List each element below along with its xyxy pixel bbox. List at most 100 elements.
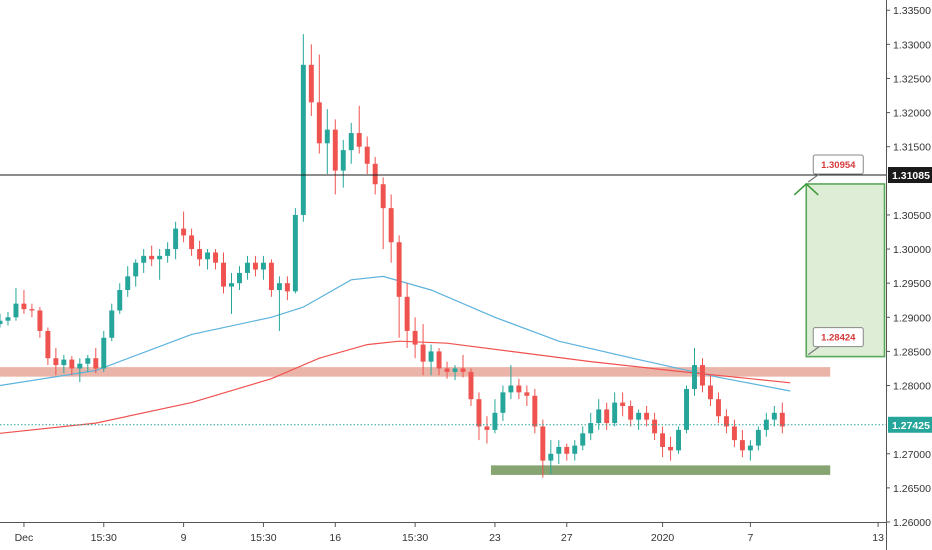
candle (237, 266, 242, 290)
candle (660, 426, 666, 458)
candle (747, 440, 753, 461)
candle (700, 358, 705, 393)
price-axis[interactable]: 1.33500 1.33000 1.32500 1.32000 1.31500 1.310… (886, 5, 932, 529)
candle-body (556, 446, 562, 454)
y-tick-label: 1.32000 (893, 108, 931, 120)
x-tick-label: 2020 (651, 532, 675, 544)
candle-body (181, 228, 187, 236)
candle-body (276, 283, 282, 290)
candle-body (252, 262, 258, 270)
candle-body (117, 290, 123, 311)
target-arrow (793, 182, 819, 196)
support-zone (490, 465, 831, 475)
candle (221, 252, 226, 294)
candle (564, 443, 570, 461)
candle (540, 419, 546, 478)
candle-body (492, 412, 498, 430)
y-tick-label: 1.26500 (893, 483, 931, 495)
candle-body (460, 368, 466, 372)
candle (133, 259, 139, 287)
reference-lines (0, 174, 886, 426)
candle-body (676, 429, 682, 451)
candle-body (612, 402, 618, 424)
candle-body (540, 426, 546, 461)
candle (165, 242, 171, 263)
candle-body (660, 433, 666, 447)
zones-layer (0, 367, 831, 475)
candle-body (268, 262, 274, 290)
y-tick-label: 1.29500 (893, 278, 931, 290)
candle (484, 416, 490, 444)
candle (644, 406, 650, 427)
candle (668, 436, 674, 461)
candle-body (532, 395, 538, 427)
candle-body (260, 262, 266, 270)
candle-body (85, 358, 91, 364)
ma-slow-line (0, 340, 791, 434)
candle-body (700, 365, 705, 386)
candle-body (221, 262, 226, 287)
candle (197, 240, 203, 267)
candle (452, 365, 458, 381)
candle-body (37, 310, 43, 331)
candle (572, 440, 578, 461)
candle-body (237, 272, 242, 284)
candle (492, 399, 498, 434)
candle-body (420, 344, 426, 362)
candle-body (588, 423, 594, 434)
candle (731, 419, 737, 447)
y-tick-label: 1.28500 (893, 346, 931, 358)
y-tick-label: 1.33000 (893, 39, 931, 51)
candle (53, 348, 59, 376)
candle-body (316, 102, 322, 144)
candle-body (197, 249, 203, 260)
candle-body (428, 351, 434, 362)
y-tick-label: 1.30000 (893, 244, 931, 256)
candle (29, 303, 35, 318)
candle-body (476, 399, 482, 427)
candle-body (747, 445, 753, 451)
candle (0, 313, 3, 328)
annotation-pointer (807, 173, 820, 183)
candle-body (300, 64, 306, 215)
candle-body (412, 330, 418, 345)
candle (612, 392, 618, 427)
candle-body (779, 412, 785, 427)
candle (13, 287, 19, 321)
candle-body (516, 385, 522, 393)
candle-body (684, 388, 689, 430)
candle (628, 400, 634, 427)
annotation-box (812, 154, 864, 175)
candle-body (13, 303, 19, 318)
candle (101, 330, 107, 372)
candle-body (69, 359, 75, 369)
candle (229, 272, 234, 314)
candle (292, 208, 298, 294)
candle (524, 385, 530, 406)
candle-body (213, 252, 219, 263)
candle-body (364, 146, 370, 164)
candle-body (380, 184, 386, 209)
candle-body (652, 419, 658, 434)
candle (260, 255, 266, 280)
candle-body (340, 150, 346, 171)
candle-body (668, 446, 674, 451)
candle-body (356, 133, 362, 147)
candle (189, 228, 195, 256)
y-tick-label: 1.29000 (893, 312, 931, 324)
candle-body (0, 320, 3, 325)
candle-body (484, 426, 490, 430)
candle (388, 194, 394, 263)
x-tick-label: 7 (747, 532, 753, 544)
candle (636, 409, 642, 430)
time-axis[interactable]: Dec 15:30 9 15:30 16 15:30 23 27 2020 7 13 (15, 522, 885, 544)
annotation-pointer (807, 346, 820, 356)
candle (588, 412, 594, 441)
candle-body (141, 255, 147, 263)
candle (77, 358, 83, 383)
candle-body (739, 440, 745, 451)
plot-area[interactable] (0, 34, 886, 478)
candle (213, 249, 219, 270)
